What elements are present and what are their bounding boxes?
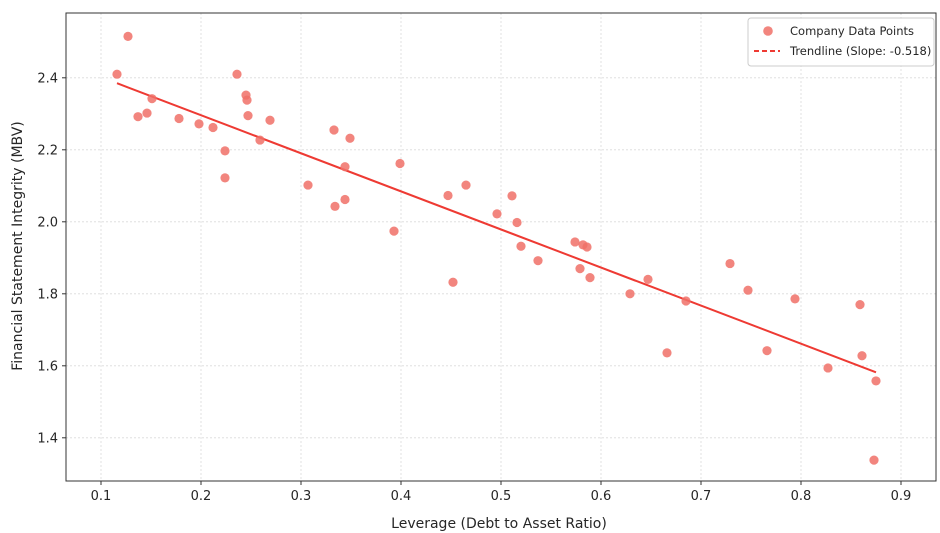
- y-tick-label: 2.2: [37, 143, 58, 158]
- data-point: [585, 273, 595, 283]
- data-point: [492, 209, 502, 219]
- y-tick-label: 2.0: [37, 215, 58, 230]
- data-point: [448, 277, 458, 287]
- data-point: [516, 241, 526, 251]
- trendline: [116, 82, 877, 374]
- data-point: [208, 122, 218, 133]
- data-point: [265, 115, 275, 125]
- data-point: [220, 146, 230, 156]
- legend-box: [747, 17, 935, 67]
- legend-trendline-label: Trendline (Slope: -0.518): [789, 44, 931, 58]
- x-tick-label: 0.8: [791, 489, 812, 504]
- data-point: [232, 69, 242, 79]
- y-tick-label: 1.4: [37, 431, 58, 446]
- data-point: [220, 173, 230, 183]
- data-point: [662, 348, 672, 358]
- y-tick-label: 2.4: [37, 71, 58, 86]
- y-tick-labels: 1.4 1.6 1.8 2.0 2.2 2.4: [37, 71, 58, 446]
- data-point: [582, 242, 592, 252]
- x-tick-label: 0.1: [91, 489, 112, 504]
- data-point: [461, 180, 471, 190]
- x-tick-label: 0.2: [191, 489, 212, 504]
- x-tick-label: 0.5: [491, 489, 512, 504]
- data-point: [340, 162, 350, 172]
- data-point: [762, 346, 772, 356]
- data-point: [345, 133, 355, 143]
- data-point: [194, 119, 204, 129]
- data-point: [243, 111, 253, 121]
- data-point: [681, 296, 691, 306]
- y-tick-marks: [62, 77, 66, 439]
- data-point: [123, 31, 133, 41]
- data-point: [133, 112, 143, 122]
- data-point: [512, 217, 522, 228]
- data-point: [823, 363, 833, 373]
- x-tick-label: 0.4: [391, 489, 412, 504]
- data-point: [855, 300, 865, 310]
- data-point: [329, 125, 339, 135]
- data-point: [255, 135, 265, 145]
- data-point: [389, 226, 399, 236]
- data-point: [725, 258, 735, 269]
- data-point: [790, 294, 800, 304]
- data-point: [869, 455, 879, 465]
- data-point: [142, 108, 152, 118]
- data-point: [303, 180, 313, 190]
- data-point: [575, 264, 585, 274]
- x-tick-marks: [100, 481, 902, 485]
- data-point: [570, 237, 580, 247]
- data-point: [871, 376, 881, 386]
- x-tick-label: 0.3: [291, 489, 312, 504]
- data-point: [242, 95, 252, 105]
- gridlines: [66, 13, 936, 481]
- data-point: [112, 69, 122, 79]
- x-tick-label: 0.7: [691, 489, 712, 504]
- data-point: [147, 94, 157, 104]
- data-point: [533, 256, 543, 266]
- y-tick-label: 1.8: [37, 287, 58, 302]
- x-tick-label: 0.9: [891, 489, 912, 504]
- data-point: [643, 274, 653, 284]
- y-tick-label: 1.6: [37, 359, 58, 374]
- data-point: [857, 351, 867, 361]
- x-tick-label: 0.6: [591, 489, 612, 504]
- data-point: [743, 285, 753, 295]
- data-point: [330, 201, 340, 211]
- legend-scatter-marker: [763, 26, 773, 36]
- data-point: [174, 113, 184, 124]
- data-point: [625, 289, 635, 299]
- data-point: [507, 191, 517, 201]
- y-axis-label: Financial Statement Integrity (MBV): [10, 121, 26, 371]
- data-point: [443, 190, 453, 201]
- x-axis-label: Leverage (Debt to Asset Ratio): [391, 516, 607, 532]
- data-point: [395, 158, 405, 169]
- legend-scatter-label: Company Data Points: [790, 24, 914, 38]
- legend: Company Data Points Trendline (Slope: -0…: [747, 17, 935, 67]
- data-point: [340, 194, 350, 205]
- points-layer: [112, 31, 881, 465]
- trendline-layer: [116, 82, 877, 374]
- x-tick-labels: 0.1 0.2 0.3 0.4 0.5 0.6 0.7 0.8 0.9: [91, 489, 912, 504]
